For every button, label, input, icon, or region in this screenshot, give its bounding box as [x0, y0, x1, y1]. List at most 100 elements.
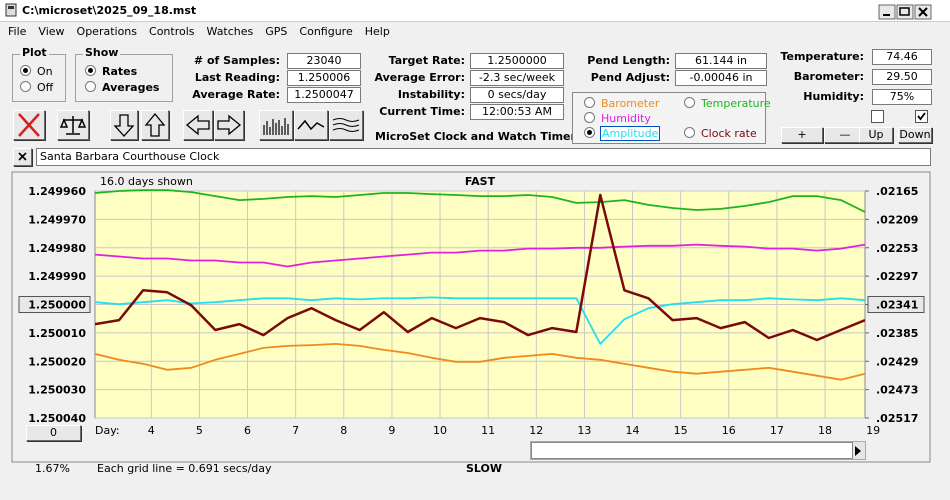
series-radio[interactable]: Temperature [684, 97, 771, 110]
x-tick-label: 7 [292, 424, 299, 437]
y-tick-label: 1.250040 [28, 412, 86, 425]
radio-button [584, 127, 595, 138]
radio-label: Averages [102, 81, 160, 94]
checkbox[interactable] [871, 110, 884, 123]
radio-label: Temperature [701, 97, 771, 110]
series-line [95, 343, 865, 381]
y-tick-label: 1.249980 [28, 242, 86, 255]
lines-button[interactable] [329, 110, 363, 140]
field-value: 75% [872, 89, 932, 105]
left-button[interactable] [183, 110, 213, 140]
checkbox[interactable] [915, 110, 928, 123]
x-tick-label: 12 [529, 424, 543, 437]
balance-button[interactable] [57, 110, 89, 140]
menu-item[interactable]: File [8, 25, 27, 38]
radio-button [584, 97, 595, 108]
radio-option[interactable]: Rates [85, 65, 137, 78]
field-label: # of Samples: [193, 54, 280, 67]
env-button[interactable]: Up [859, 127, 893, 143]
bars-button[interactable] [259, 110, 293, 140]
menu-item[interactable]: Operations [76, 25, 138, 38]
plot-group [12, 54, 66, 102]
y-tick-label: 1.250000 [28, 299, 86, 312]
field-value: 61.144 in [675, 53, 767, 69]
field-value: 0 secs/day [470, 87, 564, 103]
series-radio[interactable]: Barometer [584, 97, 659, 110]
field-value: 1.250006 [287, 70, 361, 86]
close-clock-button[interactable] [13, 148, 32, 166]
clear-button[interactable] [13, 110, 45, 140]
field-label: Barometer: [793, 70, 864, 83]
y2-tick-label: .02517 [876, 412, 918, 425]
grid-note: Each grid line = 0.691 secs/day [97, 462, 272, 475]
y2-tick-label: .02473 [876, 384, 918, 397]
field-value: 23040 [287, 53, 361, 69]
field-label: Target Rate: [388, 54, 465, 67]
app-title: MicroSet Clock and Watch Timer [375, 130, 576, 143]
menu-item[interactable]: Configure [299, 25, 353, 38]
clock-name: Santa Barbara Courthouse Clock [40, 150, 220, 163]
field-value: -2.3 sec/week [470, 70, 564, 86]
radio-button [684, 97, 695, 108]
y2-tick-label: .02341 [876, 299, 918, 312]
menu-item[interactable]: GPS [265, 25, 288, 38]
env-button[interactable]: Down [898, 127, 932, 143]
radio-label: Clock rate [701, 127, 757, 140]
radio-option[interactable]: On [20, 65, 53, 78]
field-label: Average Rate: [192, 88, 280, 101]
radio-label: Humidity [601, 112, 651, 125]
radio-label: Amplitude [599, 126, 661, 141]
field-value: 1.2500047 [287, 87, 361, 103]
top-label: FAST [465, 175, 496, 188]
scroll-thumb[interactable] [531, 442, 853, 459]
wave-button[interactable] [294, 110, 328, 140]
y-tick-label: 1.250030 [28, 384, 86, 397]
span-label: 16.0 days shown [100, 175, 193, 188]
series-line [95, 193, 865, 342]
menu-item[interactable]: Help [364, 25, 390, 38]
radio-label: Rates [102, 65, 138, 78]
field-value: 29.50 [872, 69, 932, 85]
field-label: Current Time: [379, 105, 465, 118]
y2-tick-label: .02297 [876, 270, 918, 283]
window-controls[interactable] [878, 4, 948, 20]
down-button[interactable] [110, 110, 138, 140]
field-value: 12:00:53 AM [470, 104, 564, 120]
x-tick-label: 9 [388, 424, 395, 437]
field-label: Last Reading: [194, 71, 280, 84]
x-tick-label: 4 [148, 424, 155, 437]
x-tick-label: 19 [866, 424, 880, 437]
menu-item[interactable]: Watches [206, 25, 254, 38]
series-radio[interactable]: Humidity [584, 112, 651, 125]
x-tick-label: 6 [244, 424, 251, 437]
field-label: Temperature: [780, 50, 864, 63]
scrollbar[interactable] [530, 441, 866, 460]
menu-item[interactable]: Controls [149, 25, 195, 38]
y2-tick-label: .02429 [876, 355, 918, 368]
offset-value: 0 [50, 426, 57, 439]
env-button[interactable]: + [781, 127, 823, 143]
series-radio[interactable]: Clock rate [684, 127, 757, 140]
tick-button [867, 296, 925, 313]
y-tick-label: 1.250010 [28, 327, 86, 340]
radio-option[interactable]: Off [20, 81, 53, 94]
x-tick-label: 13 [577, 424, 591, 437]
field-value: 1.2500000 [470, 53, 564, 69]
clock-name-field[interactable]: Santa Barbara Courthouse Clock [36, 148, 931, 166]
radio-option[interactable]: Averages [85, 81, 159, 94]
series-radio[interactable]: Amplitude [584, 126, 661, 141]
y2-tick-label: .02385 [876, 327, 918, 340]
group-title: Plot [20, 46, 49, 59]
menu-item[interactable]: View [38, 25, 65, 38]
field-label: Pend Adjust: [590, 71, 670, 84]
x-tick-label: 15 [674, 424, 688, 437]
y2-tick-label: .02253 [876, 242, 918, 255]
field-label: Humidity: [803, 90, 864, 103]
y-tick-label: 1.250020 [28, 355, 86, 368]
right-button[interactable] [214, 110, 244, 140]
x-tick-label: 16 [722, 424, 736, 437]
offset-button[interactable]: 0 [26, 425, 81, 441]
bottom-label: SLOW [466, 462, 502, 475]
up-button[interactable] [141, 110, 169, 140]
